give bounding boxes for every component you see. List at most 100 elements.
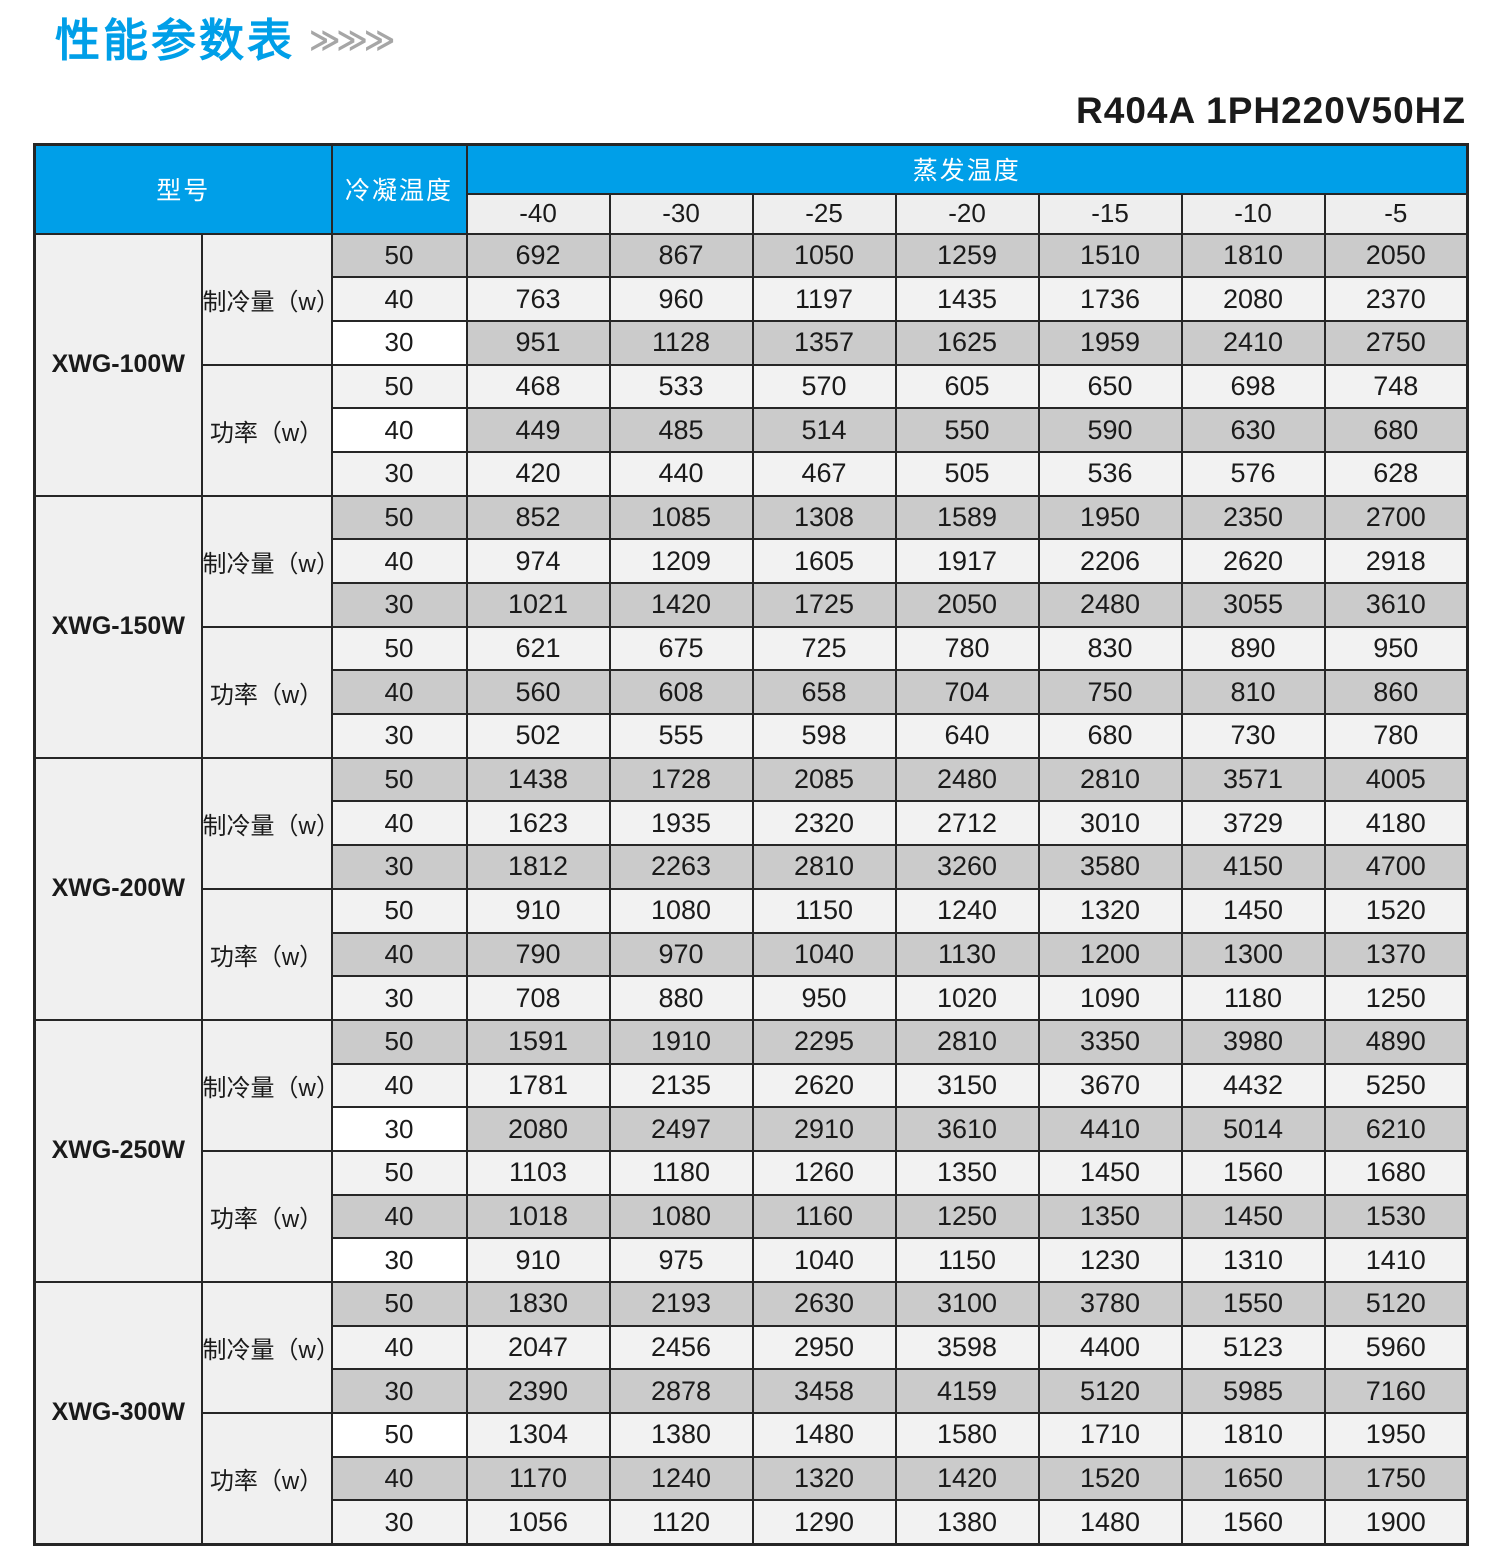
data-value-cell: 1040 — [751, 1237, 897, 1283]
evap-temp-col-header: -15 — [1037, 192, 1183, 235]
data-value-cell: 1589 — [894, 494, 1040, 541]
data-value-cell: 3610 — [894, 1106, 1040, 1152]
data-value-cell: 1259 — [894, 232, 1040, 279]
data-value-cell: 598 — [751, 713, 897, 759]
data-value-cell: 1350 — [1037, 1193, 1183, 1240]
table-row: 功率（w） 50 621 675 725 780 830 890 950 — [35, 625, 1469, 759]
condensing-temp-value: 40 — [330, 276, 468, 322]
table-row: 30 2080 2497 2910 3610 4410 5014 6210 — [35, 1106, 1469, 1152]
data-value-cell: 1900 — [1323, 1499, 1469, 1546]
data-value-cell: 630 — [1180, 407, 1326, 453]
data-value-cell: 950 — [1323, 625, 1469, 672]
table-row: 40 1170 1240 1320 1420 1520 1650 1750 — [35, 1455, 1469, 1502]
data-value-cell: 1736 — [1037, 276, 1183, 322]
data-value-cell: 880 — [608, 975, 754, 1021]
data-value-cell: 1605 — [751, 538, 897, 584]
table-row: 40 1781 2135 2620 3150 3670 4432 5250 — [35, 1062, 1469, 1109]
condensing-temp-value: 30 — [330, 975, 468, 1021]
table-row: XWG-250W 制冷量（w） 50 1591 1910 2295 2810 3350 3980… — [33, 1018, 1469, 1284]
data-value-cell: 440 — [608, 450, 754, 497]
condensing-temp-value: 50 — [330, 756, 468, 803]
data-value-cell: 704 — [894, 669, 1040, 716]
data-value-cell: 975 — [608, 1237, 754, 1283]
page-title: 性能参数表 ≫≫≫ — [55, 4, 395, 69]
table-row: XWG-200W 制冷量（w） 50 1438 1728 2085 2480 2810 3571… — [33, 756, 1469, 1021]
data-value-cell: 1128 — [608, 319, 754, 366]
data-value-cell: 555 — [608, 713, 754, 759]
data-value-cell: 1080 — [608, 887, 754, 934]
data-value-cell: 3580 — [1037, 844, 1183, 890]
data-value-cell: 1591 — [465, 1018, 611, 1065]
data-value-cell: 3780 — [1037, 1281, 1183, 1327]
data-value-cell: 1160 — [751, 1193, 897, 1240]
data-value-cell: 2750 — [1323, 319, 1469, 366]
data-value-cell: 1410 — [1323, 1237, 1469, 1283]
model-name: XWG-250W — [33, 1018, 203, 1284]
table-row: 30 1021 1420 1725 2050 2480 3055 3610 — [35, 582, 1469, 628]
data-value-cell: 2620 — [1180, 538, 1326, 584]
table-row: 功率（w） 50 468 533 570 605 650 698 748 — [35, 363, 1469, 497]
data-value-cell: 1050 — [751, 232, 897, 279]
data-value-cell: 748 — [1323, 363, 1469, 410]
data-value-cell: 2620 — [751, 1062, 897, 1109]
data-value-cell: 1250 — [894, 1193, 1040, 1240]
data-value-cell: 3260 — [894, 844, 1040, 890]
data-value-cell: 2350 — [1180, 494, 1326, 541]
model-name: XWG-200W — [33, 756, 203, 1021]
table-row: 30 1812 2263 2810 3260 3580 4150 4700 — [35, 844, 1469, 890]
table-row: 功率（w） 50 1103 1180 1260 1350 1450 1560 1680 — [35, 1149, 1469, 1284]
data-value-cell: 1510 — [1037, 232, 1183, 279]
data-value-cell: 1480 — [1037, 1499, 1183, 1546]
evap-temp-col-header: -25 — [751, 192, 897, 235]
data-value-cell: 1650 — [1180, 1455, 1326, 1502]
condensing-temp-value: 40 — [330, 669, 468, 716]
data-value-cell: 3980 — [1180, 1018, 1326, 1065]
data-value-cell: 3598 — [894, 1324, 1040, 1371]
data-value-cell: 2700 — [1323, 494, 1469, 541]
data-value-cell: 910 — [465, 1237, 611, 1283]
data-value-cell: 3010 — [1037, 800, 1183, 847]
data-value-cell: 1450 — [1180, 1193, 1326, 1240]
data-value-cell: 1260 — [751, 1149, 897, 1196]
data-value-cell: 1935 — [608, 800, 754, 847]
section-label: 制冷量（w） — [200, 1018, 333, 1152]
data-value-cell: 468 — [465, 363, 611, 410]
condensing-temp-value: 40 — [330, 1062, 468, 1109]
data-value-cell: 1240 — [894, 887, 1040, 934]
condensing-temp-value: 40 — [330, 800, 468, 847]
data-value-cell: 2480 — [894, 756, 1040, 803]
data-value-cell: 2810 — [751, 844, 897, 890]
model-name: XWG-100W — [33, 232, 203, 497]
table-row: XWG-300W 制冷量（w） 50 1830 2193 2630 3100 3780 1550… — [33, 1280, 1469, 1546]
data-value-cell: 1810 — [1180, 232, 1326, 279]
table-row: 40 1623 1935 2320 2712 3010 3729 4180 — [35, 800, 1469, 847]
data-value-cell: 4890 — [1323, 1018, 1469, 1065]
data-value-cell: 867 — [608, 232, 754, 279]
data-value-cell: 950 — [751, 975, 897, 1021]
data-value-cell: 1103 — [465, 1149, 611, 1196]
data-value-cell: 550 — [894, 407, 1040, 453]
data-value-cell: 2950 — [751, 1324, 897, 1371]
data-value-cell: 5120 — [1323, 1281, 1469, 1327]
data-value-cell: 2050 — [1323, 232, 1469, 279]
data-value-cell: 2456 — [608, 1324, 754, 1371]
table-row: 30 951 1128 1357 1625 1959 2410 2750 — [35, 319, 1469, 366]
table-header-row-1: 型号 冷凝温度 蒸发温度 — [33, 143, 1469, 235]
data-value-cell: 1020 — [894, 975, 1040, 1021]
section-label: 功率（w） — [200, 363, 333, 497]
data-value-cell: 974 — [465, 538, 611, 584]
data-value-cell: 1130 — [894, 931, 1040, 978]
data-value-cell: 2047 — [465, 1324, 611, 1371]
data-value-cell: 2878 — [608, 1368, 754, 1415]
performance-table: 型号 冷凝温度 蒸发温度 -40 -30 -25 -20 -15 -10 -5 XWG-10… — [33, 143, 1470, 1546]
data-value-cell: 852 — [465, 494, 611, 541]
section-label: 功率（w） — [200, 887, 333, 1021]
data-value-cell: 5120 — [1037, 1368, 1183, 1415]
data-value-cell: 4400 — [1037, 1324, 1183, 1371]
data-value-cell: 1120 — [608, 1499, 754, 1546]
data-value-cell: 1380 — [608, 1412, 754, 1458]
condensing-temp-value: 30 — [330, 844, 468, 890]
data-value-cell: 1230 — [1037, 1237, 1183, 1283]
